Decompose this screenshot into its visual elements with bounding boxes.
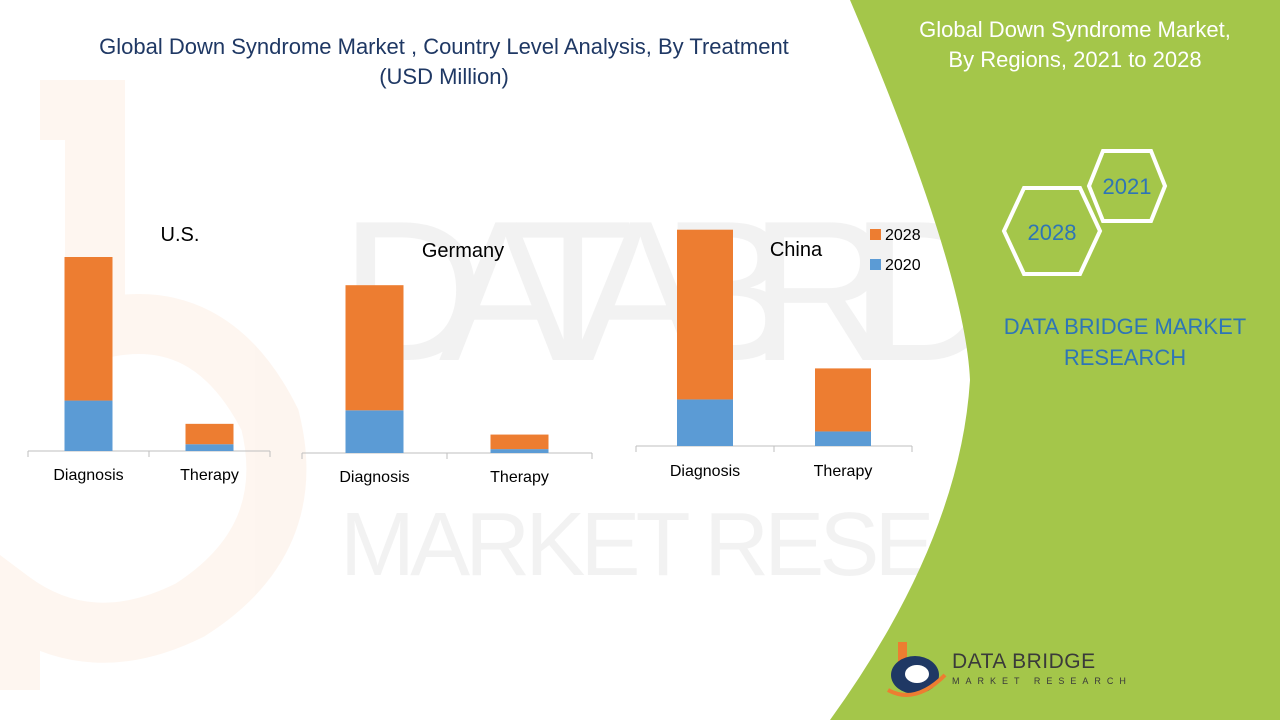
company-name-line1: DATA BRIDGE MARKET [1003, 314, 1247, 339]
sidebar-panel [830, 0, 1280, 720]
sidebar-title: Global Down Syndrome Market, By Regions,… [880, 15, 1270, 75]
chart-title-line2: (USD Million) [379, 64, 509, 89]
legend-label-2028: 2028 [885, 227, 921, 244]
legend-swatch-2028 [870, 229, 881, 240]
bar-2028-us-therapy [185, 423, 234, 445]
logo-text: DATA BRIDGE [952, 650, 1096, 673]
hex-label-2028: 2028 [1028, 220, 1077, 245]
company-name: DATA BRIDGE MARKET RESEARCH [990, 311, 1260, 373]
tick-label-china-therapy: Therapy [814, 463, 873, 480]
chart-title: Global Down Syndrome Market , Country Le… [40, 32, 848, 92]
bar-2028-us-diagnosis [64, 257, 113, 401]
bar-2028-germany-therapy [490, 434, 549, 450]
bar-2020-germany-therapy [490, 449, 549, 453]
bar-2028-china-therapy [815, 368, 871, 432]
chart-title-line1: Global Down Syndrome Market , Country Le… [99, 34, 789, 59]
panel-label-china: China [770, 239, 823, 261]
sidebar-title-line2: By Regions, 2021 to 2028 [948, 47, 1202, 72]
panel-label-germany: Germany [422, 240, 504, 262]
sidebar-title-line1: Global Down Syndrome Market, [919, 17, 1231, 42]
bar-2020-china-diagnosis [677, 399, 733, 446]
bar-2028-germany-diagnosis [345, 285, 404, 411]
tick-label-us-diagnosis: Diagnosis [53, 467, 123, 484]
bar-2020-us-therapy [185, 444, 234, 451]
hexagon-2028 [1001, 186, 1103, 276]
tick-label-china-diagnosis: Diagnosis [670, 463, 740, 480]
logo-mark [887, 642, 947, 697]
legend-swatch-2020 [870, 259, 881, 270]
legend-label-2020: 2020 [885, 257, 921, 274]
tick-label-germany-therapy: Therapy [490, 469, 549, 486]
logo-subtext: MARKET RESEARCH [952, 676, 1132, 686]
tick-label-us-therapy: Therapy [180, 467, 239, 484]
bar-2020-us-diagnosis [64, 400, 113, 451]
hexagon-2021 [1086, 149, 1168, 223]
panel-label-us: U.S. [161, 224, 200, 246]
bar-2020-china-therapy [815, 431, 871, 446]
company-name-line2: RESEARCH [1063, 345, 1187, 370]
hex-label-2021: 2021 [1103, 174, 1152, 199]
charts-area: U.S. Diagnosis Therapy Germany Diagnosis Ther… [27, 224, 921, 486]
bar-2020-germany-diagnosis [345, 410, 404, 453]
tick-label-germany-diagnosis: Diagnosis [339, 469, 409, 486]
bar-2028-china-diagnosis [677, 229, 733, 400]
